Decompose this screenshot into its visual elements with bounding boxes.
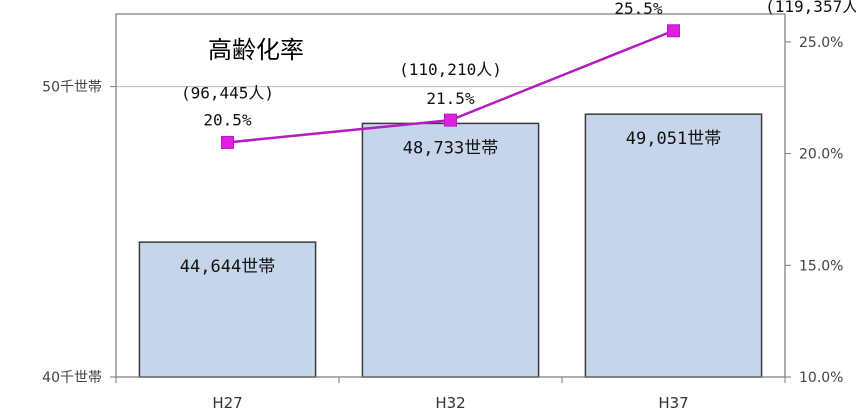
- bar-data-label: 49,051世帯: [626, 129, 721, 149]
- bar-data-label: 48,733世帯: [403, 138, 498, 158]
- population-count-label: (110,210人): [399, 60, 502, 79]
- x-tick-label: H32: [435, 394, 465, 412]
- rate-point: [444, 113, 457, 127]
- axes-layer: 40千世帯 50千世帯 10.0% 15.0% 20.0% 25.0% H27 H32 H37: [42, 13, 843, 412]
- rate-percent-label: 25.5%: [614, 0, 663, 18]
- bar: [584, 113, 763, 378]
- y-right-tick-label: 25.0%: [799, 35, 843, 51]
- chart-title: 高齢化率: [208, 36, 304, 64]
- line-layer: [221, 24, 680, 149]
- bars-layer: [138, 113, 763, 378]
- rate-point: [221, 135, 234, 149]
- population-count-label: (119,357人): [765, 0, 856, 16]
- rate-percent-label: 21.5%: [426, 89, 475, 108]
- text-layer: 44,644世帯 48,733世帯 49,051世帯 20.5% (96,445人) 21…: [180, 0, 856, 277]
- bar: [361, 122, 540, 378]
- x-tick-label: H37: [658, 394, 688, 412]
- y-left-tick-label: 40千世帯: [42, 370, 102, 386]
- y-right-tick-label: 15.0%: [799, 258, 843, 274]
- population-count-label: (96,445人): [181, 83, 274, 102]
- plot-frame: [115, 13, 786, 378]
- bar-data-label: 44,644世帯: [180, 257, 275, 277]
- rate-point: [667, 24, 680, 38]
- x-tick-label: H27: [212, 394, 242, 412]
- y-right-tick-label: 10.0%: [799, 370, 843, 386]
- y-right-tick-label: 20.0%: [799, 147, 843, 163]
- rate-percent-label: 20.5%: [203, 110, 252, 129]
- y-left-tick-label: 50千世帯: [42, 80, 102, 96]
